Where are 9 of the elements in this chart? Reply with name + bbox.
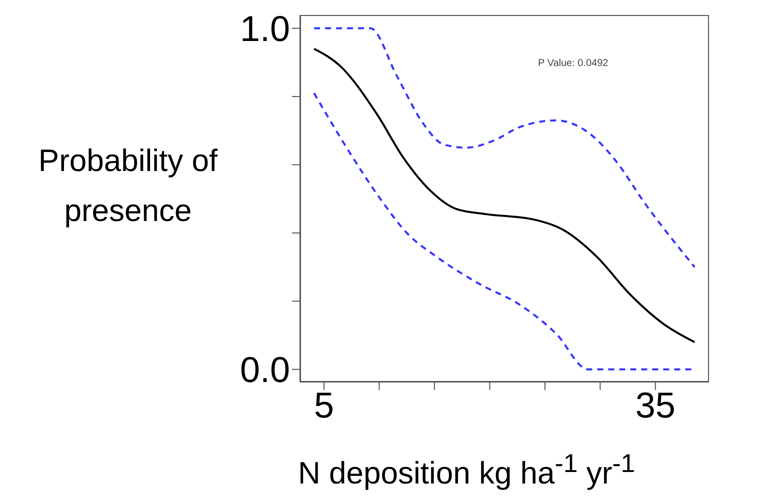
x-tick-label: 5	[314, 384, 334, 426]
y-tick-label: 0.0	[240, 349, 290, 390]
y-tick-label: 1.0	[240, 8, 290, 50]
line-series	[313, 27, 696, 268]
x-axis-title: N deposition kg ha$^{-1}$ yr$^{-1}$	[298, 450, 636, 492]
annotation: P Value: 0.0492	[538, 58, 608, 69]
line-series	[313, 48, 696, 344]
x-tick-label: 35	[635, 384, 676, 426]
y-axis-title: Probability of presence	[37, 142, 219, 230]
